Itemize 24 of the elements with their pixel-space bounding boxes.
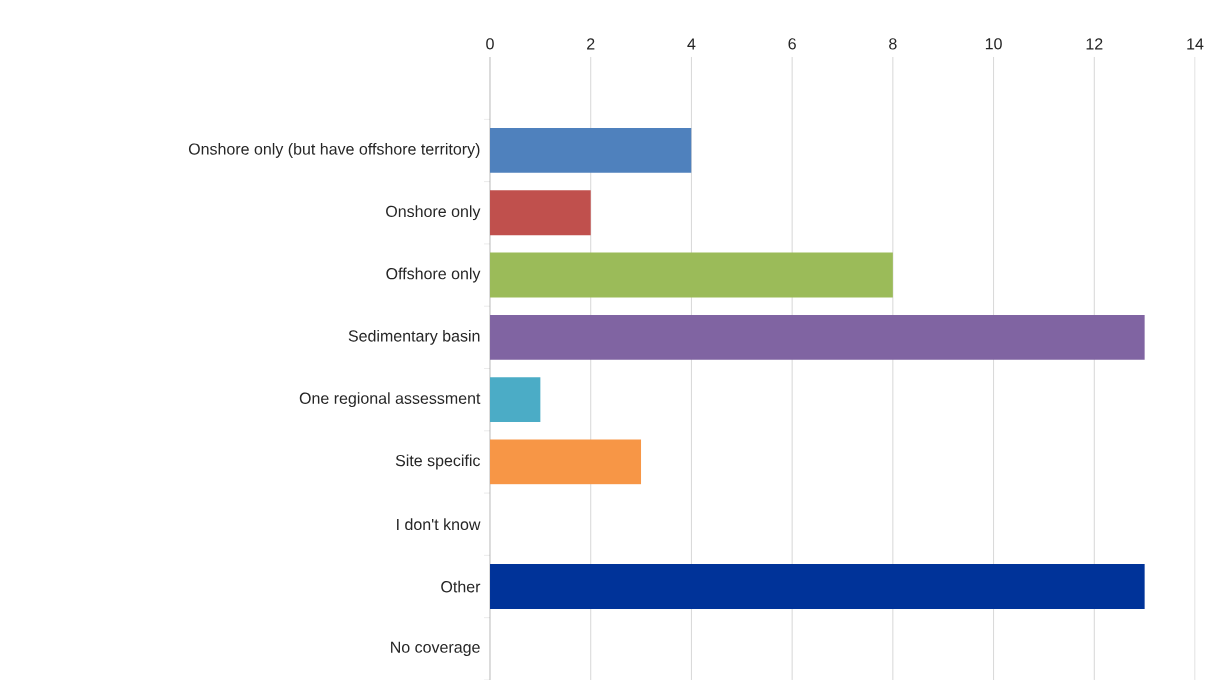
x-tick-label: 0 xyxy=(486,38,494,50)
bar xyxy=(490,439,642,485)
x-tick-label: 10 xyxy=(985,38,1002,50)
x-tick-label: 14 xyxy=(1187,38,1204,50)
y-tick-label: One regional assessment xyxy=(299,392,481,408)
x-tick-label: 6 xyxy=(788,38,796,50)
y-tick-label: Onshore only (but have offshore territory) xyxy=(188,142,480,158)
y-tick-label: Offshore only xyxy=(386,267,481,283)
x-tick-label: 12 xyxy=(1086,38,1103,50)
x-tick-label: 4 xyxy=(687,38,696,50)
y-tick-label: Site specific xyxy=(395,454,481,470)
bar xyxy=(490,564,1145,609)
y-tick-label: No coverage xyxy=(391,641,480,656)
bar xyxy=(490,252,893,298)
y-tick-label: Sedimentary basin xyxy=(348,329,480,345)
y-tick-label: Other xyxy=(441,580,481,593)
bar xyxy=(490,377,541,422)
bar xyxy=(490,127,692,173)
x-tick-label: 8 xyxy=(889,38,897,50)
bar xyxy=(490,190,591,236)
bar xyxy=(490,314,1145,360)
y-tick-label: Onshore only xyxy=(386,205,481,221)
x-tick-label: 2 xyxy=(587,38,595,50)
y-tick-label: I don't know xyxy=(397,518,481,531)
